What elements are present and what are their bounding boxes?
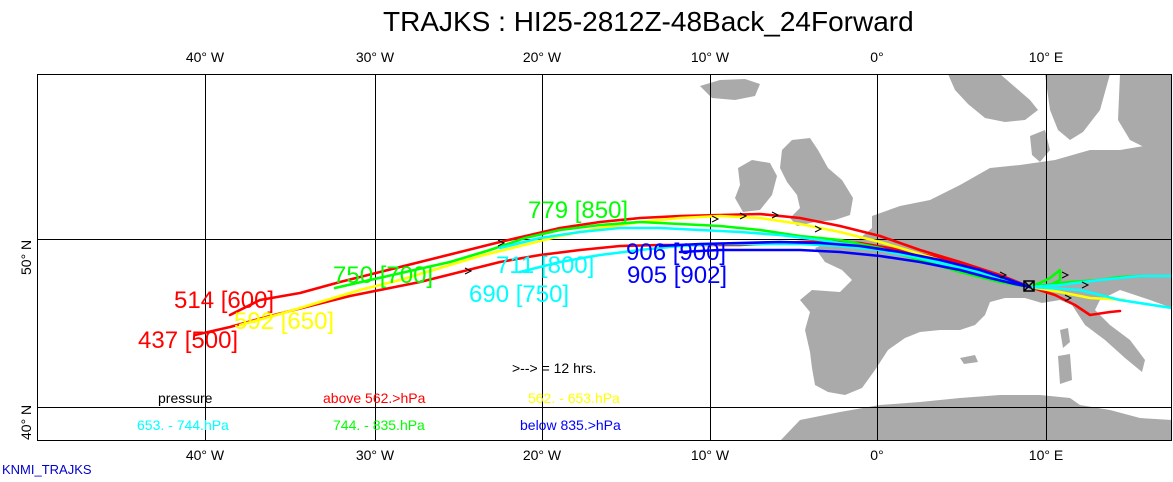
lon-label-bottom: 40° W — [185, 447, 225, 463]
credit-label: KNMI_TRAJKS — [2, 462, 92, 477]
denmark — [1030, 130, 1050, 162]
trajectories — [193, 212, 1172, 337]
trajectory-cyan-lower — [518, 242, 1172, 310]
trajectory-label: 690 [750] — [469, 281, 570, 308]
lon-label-top: 20° W — [522, 49, 562, 65]
trajectory-blue-lower — [678, 248, 1032, 289]
lon-label-top: 10° W — [690, 49, 730, 65]
legend-above: above 562.>hPa — [323, 390, 426, 406]
lon-label-bottom: 10° W — [690, 447, 730, 463]
legend-pressure: pressure — [158, 390, 213, 406]
time-arrows — [464, 211, 1090, 302]
scandinavia — [948, 74, 1038, 122]
sweden — [1045, 74, 1110, 140]
legend-below: below 835.>hPa — [520, 417, 621, 433]
balearic — [960, 355, 978, 364]
arrow-interval-note: >--> = 12 hrs. — [512, 360, 597, 376]
trajectory-label: 750 [700] — [333, 262, 434, 289]
trajectory-label: 906 [900] — [626, 239, 727, 266]
legend-range-cyan: 653. - 744.hPa — [137, 417, 229, 433]
trajectory-label: 711 [800] — [496, 252, 595, 279]
trajectory-label: 437 [500] — [138, 327, 239, 354]
legend-range-green: 744. - 835.hPa — [333, 417, 425, 433]
iceland — [700, 79, 760, 100]
lon-label-top: 30° W — [355, 49, 395, 65]
trajectory-label: 905 [902] — [627, 262, 728, 289]
lon-label-bottom: 0° — [870, 447, 884, 463]
map-frame — [37, 74, 1172, 441]
trajectory-label: 592 [650] — [234, 308, 335, 335]
lon-label-bottom: 30° W — [355, 447, 395, 463]
map-title: TRAJKS : HI25-2812Z-48Back_24Forward — [383, 6, 914, 37]
lon-label-top: 40° W — [185, 49, 225, 65]
great-britain — [780, 138, 853, 226]
trajectory-label: 514 [600] — [174, 287, 275, 314]
baltic-land — [1118, 74, 1172, 150]
ireland — [735, 160, 777, 212]
trajectory-label: 779 [850] — [528, 197, 629, 224]
sardinia — [1058, 354, 1072, 384]
corsica — [1060, 328, 1070, 348]
lon-label-bottom: 20° W — [522, 447, 562, 463]
lon-label-top: 0° — [870, 49, 884, 65]
lon-label-bottom: 10° E — [1028, 447, 1064, 463]
graticule — [37, 74, 1172, 441]
legend-range-yellow: 562. - 653.hPa — [528, 390, 620, 406]
lon-label-top: 10° E — [1028, 49, 1064, 65]
trajectory-blue-upper — [658, 240, 1032, 289]
origin-marker — [1023, 280, 1035, 292]
trajectory-red-upper — [228, 212, 1032, 317]
